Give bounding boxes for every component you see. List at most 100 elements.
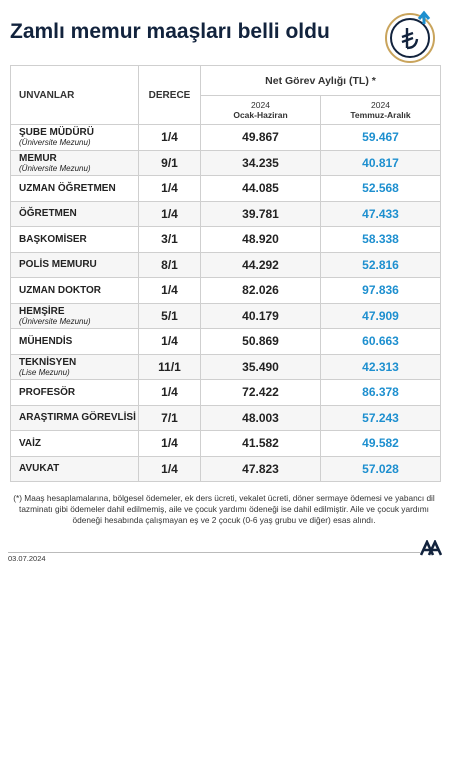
salary-second: 59.467 <box>320 124 441 151</box>
job-title: ÖĞRETMEN <box>19 208 77 220</box>
title: Zamlı memur maaşları belli oldu <box>10 20 330 43</box>
grade-cell: 7/1 <box>138 404 201 431</box>
footnote: (*) Maaş hesaplamalarına, bölgesel ödeme… <box>13 493 435 525</box>
salary-first: 47.823 <box>200 455 321 482</box>
table-row: AVUKAT 1/4 47.823 57.028 <box>10 455 441 482</box>
grade-cell: 9/1 <box>138 149 201 176</box>
date: 03.07.2024 <box>8 554 46 563</box>
table-row: MÜHENDİS 1/4 50.869 60.663 <box>10 328 441 355</box>
salary-first: 48.003 <box>200 404 321 431</box>
table-row: MEMUR (Üniversite Mezunu) 9/1 34.235 40.817 <box>10 149 441 176</box>
table-row: PROFESÖR 1/4 72.422 86.378 <box>10 379 441 406</box>
grade-cell: 1/4 <box>138 328 201 355</box>
job-title: MEMUR <box>19 152 57 164</box>
grade-cell: 5/1 <box>138 302 201 329</box>
salary-first: 34.235 <box>200 149 321 176</box>
grade-cell: 1/4 <box>138 277 201 304</box>
grade-cell: 1/4 <box>138 124 201 151</box>
salary-second: 86.378 <box>320 379 441 406</box>
salary-second: 47.433 <box>320 200 441 227</box>
period-header: 2024 Ocak-Haziran <box>200 95 321 125</box>
title-cell: VAİZ <box>10 430 139 457</box>
title-cell: POLİS MEMURU <box>10 251 139 278</box>
grade-cell: 1/4 <box>138 455 201 482</box>
grade-cell: 1/4 <box>138 379 201 406</box>
title-cell: AVUKAT <box>10 455 139 482</box>
grade-cell: 11/1 <box>138 353 201 380</box>
salary-second: 52.568 <box>320 175 441 202</box>
table-row: BAŞKOMİSER 3/1 48.920 58.338 <box>10 226 441 253</box>
salary-second: 47.909 <box>320 302 441 329</box>
title-cell: BAŞKOMİSER <box>10 226 139 253</box>
lira-icon <box>385 10 435 63</box>
salary-first: 44.085 <box>200 175 321 202</box>
column-header: Net Görev Aylığı (TL) * <box>200 65 441 96</box>
grade-cell: 1/4 <box>138 430 201 457</box>
title-cell: UZMAN ÖĞRETMEN <box>10 175 139 202</box>
table-row: ŞUBE MÜDÜRÜ (Üniversite Mezunu) 1/4 49.867 5… <box>10 124 441 151</box>
salary-second: 60.663 <box>320 328 441 355</box>
salary-first: 41.582 <box>200 430 321 457</box>
job-title: TEKNİSYEN <box>19 356 77 368</box>
divider <box>8 552 420 553</box>
period-year: 2024 <box>371 100 390 110</box>
job-note: (Üniversite Mezunu) <box>19 316 91 326</box>
job-note: (Üniversite Mezunu) <box>19 138 91 148</box>
table-row: UZMAN ÖĞRETMEN 1/4 44.085 52.568 <box>10 175 441 202</box>
grade-cell: 1/4 <box>138 175 201 202</box>
salary-first: 49.867 <box>200 124 321 151</box>
title-cell: ARAŞTIRMA GÖREVLİSİ <box>10 404 139 431</box>
column-header: DERECE <box>138 65 201 125</box>
job-title: HEMŞİRE <box>19 305 65 317</box>
title-cell: MÜHENDİS <box>10 328 139 355</box>
title-cell: TEKNİSYEN (Lise Mezunu) <box>10 353 139 380</box>
salary-second: 40.817 <box>320 149 441 176</box>
job-title: BAŞKOMİSER <box>19 233 87 245</box>
salary-first: 48.920 <box>200 226 321 253</box>
table-row: ARAŞTIRMA GÖREVLİSİ 7/1 48.003 57.243 <box>10 404 441 431</box>
period-label: Temmuz-Aralık <box>350 110 411 120</box>
job-title: MÜHENDİS <box>19 335 73 347</box>
salary-table: UNVANLAR DERECE Net Görev Aylığı (TL) * … <box>10 65 441 482</box>
column-header: UNVANLAR <box>10 65 139 125</box>
job-note: (Lise Mezunu) <box>19 367 70 377</box>
period-year: 2024 <box>251 100 270 110</box>
title-cell: HEMŞİRE (Üniversite Mezunu) <box>10 302 139 329</box>
salary-first: 35.490 <box>200 353 321 380</box>
grade-cell: 1/4 <box>138 200 201 227</box>
salary-first: 50.869 <box>200 328 321 355</box>
job-title: UZMAN DOKTOR <box>19 284 102 296</box>
job-title: ŞUBE MÜDÜRÜ <box>19 127 94 139</box>
job-title: UZMAN ÖĞRETMEN <box>19 182 116 194</box>
job-title: PROFESÖR <box>19 386 76 398</box>
title-cell: UZMAN DOKTOR <box>10 277 139 304</box>
salary-first: 44.292 <box>200 251 321 278</box>
salary-first: 40.179 <box>200 302 321 329</box>
salary-second: 49.582 <box>320 430 441 457</box>
job-title: ARAŞTIRMA GÖREVLİSİ <box>19 412 136 424</box>
job-title: VAİZ <box>19 437 42 449</box>
job-title: POLİS MEMURU <box>19 259 97 271</box>
agency-logo <box>420 540 442 556</box>
period-header: 2024 Temmuz-Aralık <box>320 95 441 125</box>
table-row: VAİZ 1/4 41.582 49.582 <box>10 430 441 457</box>
title-cell: ŞUBE MÜDÜRÜ (Üniversite Mezunu) <box>10 124 139 151</box>
period-label: Ocak-Haziran <box>233 110 288 120</box>
table-row: TEKNİSYEN (Lise Mezunu) 11/1 35.490 42.313 <box>10 353 441 380</box>
salary-first: 82.026 <box>200 277 321 304</box>
table-row: UZMAN DOKTOR 1/4 82.026 97.836 <box>10 277 441 304</box>
title-cell: ÖĞRETMEN <box>10 200 139 227</box>
salary-first: 39.781 <box>200 200 321 227</box>
salary-second: 58.338 <box>320 226 441 253</box>
salary-second: 42.313 <box>320 353 441 380</box>
table-row: POLİS MEMURU 8/1 44.292 52.816 <box>10 251 441 278</box>
title-cell: MEMUR (Üniversite Mezunu) <box>10 149 139 176</box>
salary-second: 57.028 <box>320 455 441 482</box>
table-row: ÖĞRETMEN 1/4 39.781 47.433 <box>10 200 441 227</box>
salary-second: 97.836 <box>320 277 441 304</box>
salary-second: 52.816 <box>320 251 441 278</box>
salary-first: 72.422 <box>200 379 321 406</box>
title-cell: PROFESÖR <box>10 379 139 406</box>
salary-second: 57.243 <box>320 404 441 431</box>
